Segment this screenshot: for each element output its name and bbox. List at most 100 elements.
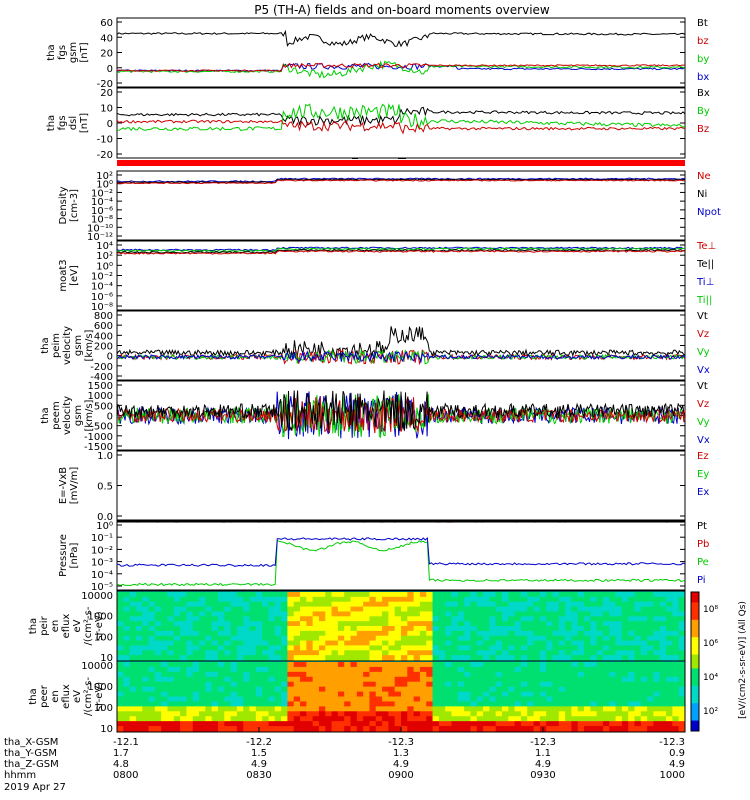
spectrogram-cell [413, 706, 421, 712]
colorbar-segment [691, 609, 699, 614]
spectrogram-cell [255, 650, 263, 656]
spectrogram-cell [432, 716, 440, 722]
spectrogram-cell [274, 621, 282, 627]
spectrogram-cell [135, 681, 143, 688]
spectrogram-cell [173, 701, 181, 707]
spectrogram-cell [508, 630, 516, 637]
spectrogram-cell [369, 671, 377, 678]
spectrogram-cell [520, 611, 528, 617]
spectrogram-cell [596, 711, 604, 717]
spectrogram-cell [236, 606, 244, 612]
spectrogram-cell [483, 655, 490, 661]
spectrogram-cell [255, 662, 263, 668]
spectrogram-cell [678, 655, 686, 661]
trace-Vt-peim [116, 325, 686, 359]
spectrogram-cell [268, 671, 276, 678]
spectrogram-cell [653, 666, 661, 673]
spectrogram-cell [470, 716, 478, 722]
spectrogram-cell [426, 721, 434, 727]
spectrogram-cell [470, 596, 478, 603]
colorbar-segment [691, 664, 699, 669]
spectrogram-cell [508, 706, 516, 712]
colorbar-tick: 10⁴ [703, 673, 718, 683]
y-axis-label: en [50, 690, 61, 703]
spectrogram-cell [217, 706, 225, 712]
spectrogram-cell [546, 711, 553, 717]
spectrogram-cell [628, 621, 636, 627]
spectrogram-cell [539, 592, 547, 598]
spectrogram-cell [514, 635, 522, 642]
spectrogram-cell [539, 655, 547, 661]
spectrogram-cell [236, 671, 244, 678]
spectrogram-cell [666, 626, 673, 632]
spectrogram-cell [577, 645, 585, 651]
spectrogram-cell [331, 696, 339, 702]
spectrogram-cell [520, 630, 528, 637]
spectrogram-cell [527, 655, 535, 661]
spectrogram-cell [407, 630, 415, 637]
spectrogram-cell [243, 640, 251, 646]
spectrogram-cell [356, 655, 364, 661]
spectrogram-cell [401, 655, 408, 661]
spectrogram-cell [142, 721, 150, 727]
spectrogram-cell [287, 596, 295, 603]
spectrogram-cell [274, 640, 282, 646]
spectrogram-cell [571, 726, 579, 732]
spectrogram-cell [640, 621, 648, 627]
spectrogram-cell [634, 596, 642, 603]
spectrogram-cell [565, 592, 572, 598]
spectrogram-cell [432, 645, 440, 651]
spectrogram-cell [445, 616, 452, 622]
spectrogram-cell [375, 621, 383, 627]
spectrogram-cell [495, 592, 503, 598]
spectrogram-cell [457, 696, 465, 702]
spectrogram-cell [489, 592, 497, 598]
spectrogram-cell [306, 711, 314, 717]
spectrogram-cell [426, 701, 434, 707]
spectrogram-cell [363, 601, 370, 608]
spectrogram-cell [344, 696, 352, 702]
spectrogram-cell [274, 611, 282, 617]
spectrogram-cell [533, 662, 541, 668]
spectrogram-cell [445, 645, 452, 651]
spectrogram-cell [615, 596, 623, 603]
spectrogram-cell [281, 592, 288, 598]
spectrogram-cell [640, 696, 648, 702]
spectrogram-cell [483, 611, 490, 617]
spectrogram-cell [577, 616, 585, 622]
spectrogram-cell [577, 681, 585, 688]
spectrogram-cell [306, 592, 314, 598]
spectrogram-cell [300, 686, 307, 693]
spectrogram-cell [173, 676, 181, 683]
spectrogram-cell [678, 671, 686, 678]
spectrogram-cell [243, 691, 251, 697]
spectrogram-cell [539, 666, 547, 673]
spectrogram-cell [300, 706, 307, 712]
spectrogram-cell [546, 681, 553, 688]
spectrogram-cell [173, 630, 181, 637]
x-row-label: tha_Y-GSM [4, 748, 57, 759]
y-axis-label: Density [58, 186, 69, 224]
spectrogram-cell [520, 686, 528, 693]
spectrogram-cell [476, 592, 484, 598]
spectrogram-cell [281, 666, 288, 673]
spectrogram-cell [129, 726, 137, 732]
spectrogram-cell [401, 706, 408, 712]
spectrogram-cell [255, 645, 263, 651]
spectrogram-cell [312, 645, 320, 651]
x-axis-annotation: tha_X-GSM -12.1 -12.2 -12.3 -12.3 -12.3tha_Y-… [4, 727, 686, 793]
spectrogram-cell [217, 635, 225, 642]
spectrogram-cell [634, 691, 642, 697]
spectrogram-cell [224, 626, 232, 632]
spectrogram-cell [306, 662, 314, 668]
spectrogram-cell [192, 696, 200, 702]
spectrogram-cell [508, 635, 516, 642]
spectrogram-cell [546, 606, 553, 612]
spectrogram-cell [571, 721, 579, 727]
spectrogram-cell [287, 696, 295, 702]
spectrogram-cell [205, 726, 213, 732]
spectrogram-cell [495, 716, 503, 722]
spectrogram-cell [186, 701, 194, 707]
spectrogram-cell [539, 616, 547, 622]
spectrogram-cell [672, 716, 680, 722]
